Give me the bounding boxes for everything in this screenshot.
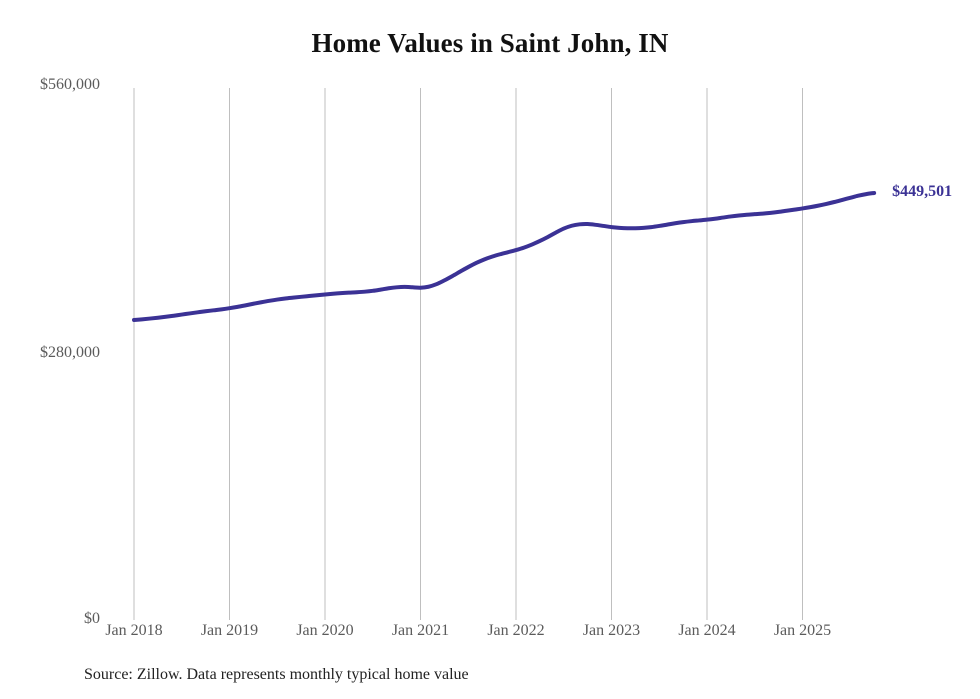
y-axis-label-zero: $0 <box>84 610 100 627</box>
y-axis-label-mid: $280,000 <box>40 344 100 361</box>
x-axis-tick-label: Jan 2024 <box>678 622 736 639</box>
x-axis-tick-label: Jan 2018 <box>105 622 163 639</box>
x-axis-tick-label: Jan 2025 <box>773 622 832 639</box>
y-axis-label-max: $560,000 <box>40 76 100 93</box>
chart-title: Home Values in Saint John, IN <box>311 28 669 58</box>
x-axis-tick-label: Jan 2023 <box>582 622 641 639</box>
x-axis-tick-label: Jan 2020 <box>296 622 354 639</box>
x-axis-tick-label: Jan 2019 <box>200 622 259 639</box>
x-axis-tick-label: Jan 2021 <box>391 622 450 639</box>
gridlines-group <box>133 88 803 620</box>
source-note: Source: Zillow. Data represents monthly … <box>84 666 469 683</box>
value-line <box>132 190 877 322</box>
x-axis-tick-label: Jan 2022 <box>487 622 545 639</box>
end-value-label: $449,501 <box>892 182 953 200</box>
